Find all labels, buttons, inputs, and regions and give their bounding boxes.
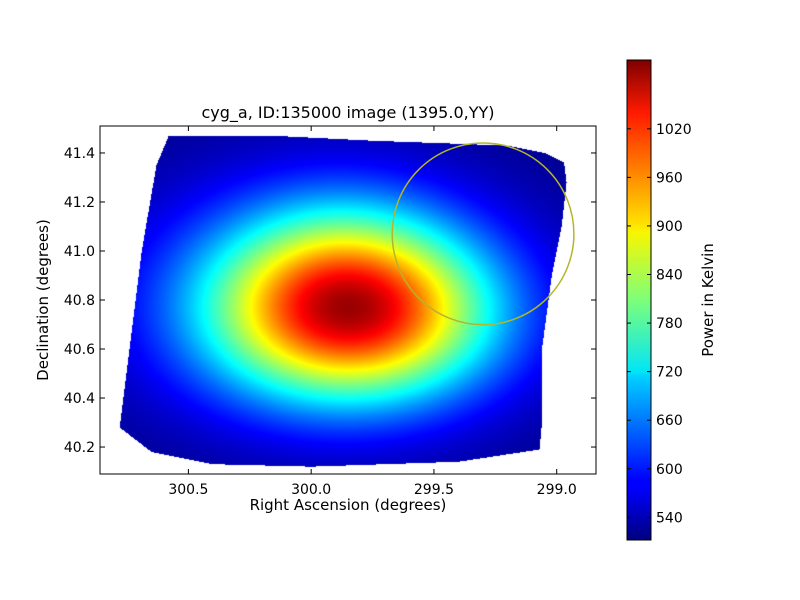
colorbar-tick-label: 660 bbox=[656, 413, 683, 429]
x-tick-label: 300.5 bbox=[168, 482, 208, 498]
chart-title: cyg_a, ID:135000 image (1395.0,YY) bbox=[201, 103, 494, 123]
x-tick-label: 299.5 bbox=[414, 482, 454, 498]
colorbar-tick-label: 840 bbox=[656, 268, 683, 284]
x-axis-label: Right Ascension (degrees) bbox=[250, 496, 447, 514]
colorbar-frame bbox=[626, 59, 652, 541]
colorbar-ticks: 540 600 660 720 780 840 900 960 1020 bbox=[627, 122, 692, 526]
heatmap bbox=[100, 126, 596, 474]
y-tick-label: 41.0 bbox=[64, 244, 95, 260]
colorbar-tick-label: 600 bbox=[656, 462, 683, 478]
colorbar-tick-label: 1020 bbox=[656, 122, 692, 138]
y-tick-label: 41.2 bbox=[64, 195, 95, 211]
colorbar-label: Power in Kelvin bbox=[699, 243, 717, 357]
y-tick-label: 40.8 bbox=[64, 293, 95, 309]
colorbar-tick-label: 780 bbox=[656, 316, 683, 332]
y-axis-label: Declination (degrees) bbox=[34, 219, 52, 381]
y-ticks: 40.2 40.4 40.6 40.8 41.0 41.2 41.4 bbox=[64, 146, 596, 456]
axes-frame bbox=[99, 125, 597, 475]
colorbar-tick-label: 720 bbox=[656, 365, 683, 381]
y-tick-label: 40.6 bbox=[64, 342, 95, 358]
colorbar-tick-label: 540 bbox=[656, 510, 683, 526]
region-circle bbox=[391, 142, 575, 326]
y-tick-label: 40.4 bbox=[64, 391, 95, 407]
colorbar-gradient bbox=[627, 60, 651, 540]
x-tick-label: 300.0 bbox=[291, 482, 331, 498]
plot-area: 300.5 300.0 299.5 299.0 40.2 40.4 40.6 40.8 41.… bbox=[64, 125, 597, 498]
x-tick-label: 299.0 bbox=[537, 482, 577, 498]
colorbar-tick-label: 900 bbox=[656, 219, 683, 235]
x-ticks: 300.5 300.0 299.5 299.0 bbox=[168, 126, 577, 498]
colorbar-tick-label: 960 bbox=[656, 170, 683, 186]
y-tick-label: 41.4 bbox=[64, 146, 95, 162]
y-tick-label: 40.2 bbox=[64, 440, 95, 456]
colorbar: 540 600 660 720 780 840 900 960 1020 Power in Ke… bbox=[626, 59, 717, 541]
